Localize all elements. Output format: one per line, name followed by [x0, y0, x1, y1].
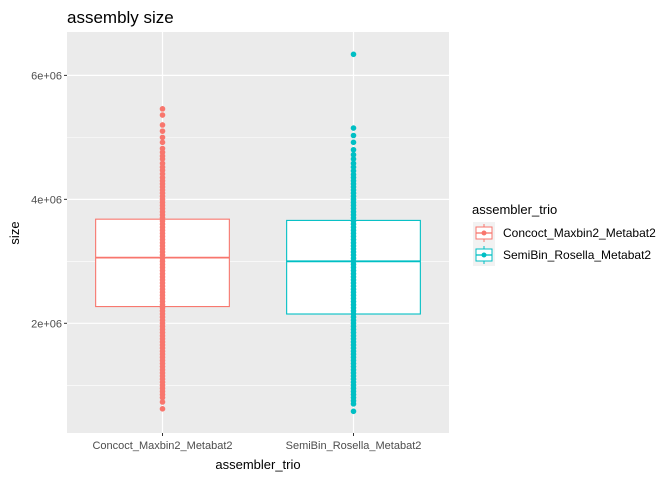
- legend-entry-label: SemiBin_Rosella_Metabat2: [503, 248, 651, 262]
- data-point: [350, 125, 357, 131]
- data-point: [159, 122, 166, 128]
- legend-entry-label: Concoct_Maxbin2_Metabat2: [503, 226, 656, 240]
- data-point: [350, 139, 357, 146]
- legend-key-point: [481, 230, 487, 236]
- legend-title: assembler_trio: [472, 202, 557, 217]
- data-point: [159, 106, 166, 112]
- y-axis-label: size: [7, 221, 22, 244]
- y-tick-label: 6e+06: [31, 70, 62, 82]
- data-point: [159, 134, 166, 141]
- data-point: [350, 51, 357, 58]
- legend: assembler_trio Concoct_Maxbin2_Metabat2 S…: [472, 202, 656, 266]
- y-tick-label: 2e+06: [31, 318, 62, 330]
- y-ticks: 2e+06 4e+06 6e+06: [31, 70, 67, 330]
- x-tick-label: Concoct_Maxbin2_Metabat2: [92, 440, 232, 452]
- legend-key-point: [481, 252, 487, 258]
- data-point: [350, 151, 357, 158]
- data-point: [159, 394, 166, 401]
- data-point: [350, 408, 357, 415]
- data-point: [159, 406, 166, 412]
- points: [159, 51, 357, 415]
- data-point: [159, 399, 166, 405]
- data-point: [350, 146, 357, 153]
- chart-title: assembly size: [67, 8, 174, 27]
- data-point: [159, 128, 166, 134]
- data-point: [350, 401, 357, 407]
- data-point: [159, 156, 166, 162]
- data-point: [350, 132, 357, 139]
- data-point: [350, 156, 357, 162]
- data-point: [159, 112, 166, 118]
- x-ticks: Concoct_Maxbin2_Metabat2 SemiBin_Rosella_…: [92, 433, 421, 452]
- y-tick-label: 4e+06: [31, 194, 62, 206]
- data-point: [159, 139, 166, 146]
- x-tick-label: SemiBin_Rosella_Metabat2: [286, 440, 422, 452]
- x-axis-label: assembler_trio: [215, 457, 300, 472]
